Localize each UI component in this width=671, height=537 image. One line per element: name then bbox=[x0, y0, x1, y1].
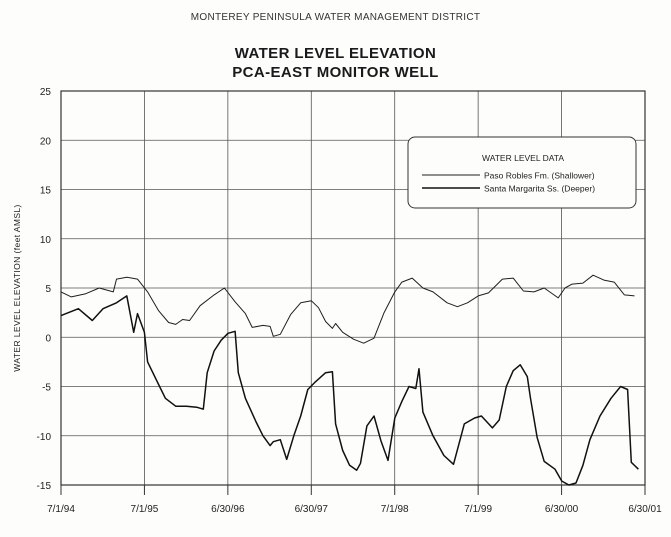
series-line-paso-robles bbox=[60, 274, 635, 344]
chart-title-line-1: WATER LEVEL ELEVATION bbox=[234, 45, 437, 62]
y-tick-label: 20 bbox=[40, 136, 52, 147]
y-tick-label: -5 bbox=[42, 383, 51, 394]
x-tick-label: 6/30/01 bbox=[628, 504, 662, 515]
plot-frame bbox=[60, 90, 646, 486]
legend-entry: Paso Robles Fm. (Shallower) bbox=[484, 171, 595, 181]
legend-entry: Santa Margarita Ss. (Deeper) bbox=[484, 184, 595, 194]
y-tick-label: 25 bbox=[40, 87, 52, 98]
y-axis-title: WATER LEVEL ELEVATION (feet AMSL) bbox=[12, 204, 22, 372]
x-tick-label: 6/30/00 bbox=[545, 504, 579, 515]
chart-title: WATER LEVEL ELEVATION PCA-EAST MONITOR W… bbox=[0, 44, 671, 82]
x-tick-label: 7/1/99 bbox=[464, 504, 492, 515]
y-tick-label: -15 bbox=[37, 481, 52, 492]
x-tick-label: 7/1/95 bbox=[131, 504, 159, 515]
y-tick-label: -10 bbox=[37, 432, 52, 443]
y-tick-label: 5 bbox=[45, 284, 51, 295]
y-tick-label: 10 bbox=[40, 235, 52, 246]
x-tick-label: 7/1/98 bbox=[381, 504, 409, 515]
y-tick-label: 0 bbox=[45, 333, 51, 344]
x-tick-label: 6/30/96 bbox=[211, 504, 245, 515]
legend-box bbox=[407, 136, 637, 209]
chart-title-line-2: PCA-EAST MONITOR WELL bbox=[232, 64, 439, 81]
x-tick-label: 7/1/94 bbox=[47, 504, 75, 515]
y-tick-label: 15 bbox=[40, 186, 52, 197]
x-tick-label: 6/30/97 bbox=[295, 504, 329, 515]
legend-title: WATER LEVEL DATA bbox=[482, 153, 564, 163]
series-line-santa-margarita bbox=[60, 295, 639, 486]
organization-header: MONTEREY PENINSULA WATER MANAGEMENT DIST… bbox=[190, 12, 481, 23]
